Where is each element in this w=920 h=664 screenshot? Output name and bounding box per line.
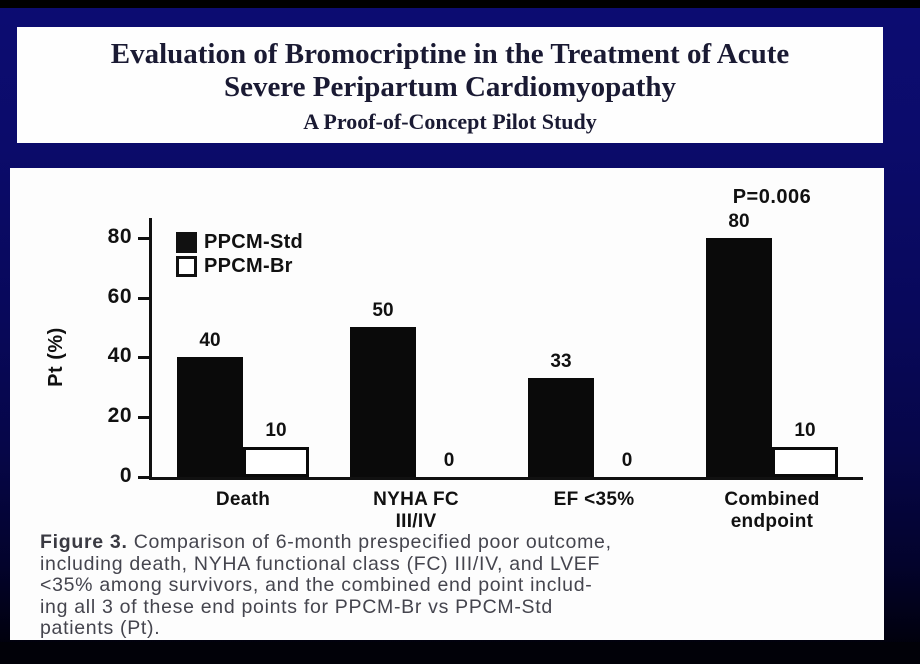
p-value-annotation: P=0.006 — [732, 186, 812, 208]
legend-item-ppcm-std: PPCM-Std — [176, 230, 303, 254]
y-tick-label: 60 — [107, 284, 132, 308]
y-tick-label: 0 — [119, 464, 132, 487]
caption-line-3: <35% among survivors, and the combined e… — [40, 574, 593, 596]
slide-title-line1: Evaluation of Bromocriptine in the Treat… — [110, 38, 790, 70]
title-panel: Evaluation of Bromocriptine in the Treat… — [17, 27, 883, 143]
x-category-label: NYHA FC III/IV — [373, 489, 459, 532]
bar-ppcm-std-1 — [177, 357, 243, 477]
bar-ppcm-std-4 — [706, 238, 772, 477]
caption-line-2: including death, NYHA functional class (… — [40, 552, 601, 575]
bar-value-label: 33 — [550, 351, 572, 372]
caption-line-1-text: Comparison of 6-month prespecified poor … — [133, 531, 612, 553]
legend-label-ppcm-br: PPCM-Br — [204, 254, 293, 277]
bar-value-label: 80 — [728, 211, 750, 232]
bar-chart: Pt (%) P=0.006 PPCM-Std PPCM-Br 0 20 40 60 8… — [10, 168, 884, 532]
y-tick-label: 20 — [107, 404, 132, 428]
figure-label: Figure 3. — [40, 531, 128, 553]
bar-value-label: 50 — [372, 300, 394, 321]
y-tick-mark — [138, 356, 150, 360]
caption-line-4: ing all 3 of these end points for PPCM-B… — [40, 595, 553, 618]
slide-subtitle: A Proof-of-Concept Pilot Study — [303, 109, 597, 134]
chart-legend: PPCM-Std PPCM-Br — [176, 230, 303, 278]
x-axis-line — [149, 477, 863, 480]
bar-ppcm-br-1 — [243, 447, 309, 477]
slide-title-line2: Severe Peripartum Cardiomyopathy — [223, 71, 677, 103]
bottom-black-bar — [0, 642, 920, 664]
y-tick-mark — [138, 416, 150, 420]
bar-ppcm-std-2 — [350, 327, 416, 477]
bar-ppcm-std-3 — [528, 378, 594, 477]
caption-line-5: patients (Pt). — [40, 617, 161, 639]
y-axis-label: Pt (%) — [45, 327, 67, 387]
bar-value-label: 10 — [265, 420, 287, 441]
figure-panel: Pt (%) P=0.006 PPCM-Std PPCM-Br 0 20 40 60 8… — [10, 168, 884, 640]
y-tick-mark — [138, 296, 150, 300]
caption-line-1: Figure 3. Comparison of 6-month prespeci… — [40, 531, 868, 554]
y-tick-mark — [138, 476, 150, 479]
x-category-label: Combined endpoint — [724, 489, 820, 532]
bar-value-label: 0 — [621, 450, 633, 471]
figure-caption: Figure 3. Comparison of 6-month prespeci… — [40, 531, 868, 640]
bar-ppcm-br-4 — [772, 447, 838, 477]
y-tick-label: 80 — [107, 224, 132, 248]
legend-swatch-filled-icon — [176, 231, 197, 253]
bar-value-label: 0 — [443, 450, 455, 471]
bar-value-label: 10 — [794, 420, 816, 441]
bar-value-label: 40 — [199, 330, 221, 351]
y-tick-label: 40 — [107, 344, 132, 368]
x-category-label: EF <35% — [553, 489, 635, 510]
x-category-label: Death — [215, 489, 271, 510]
legend-item-ppcm-br: PPCM-Br — [176, 254, 303, 278]
top-black-bar — [0, 0, 920, 8]
legend-swatch-open-icon — [176, 255, 197, 277]
legend-label-ppcm-std: PPCM-Std — [204, 230, 304, 253]
y-tick-mark — [138, 236, 150, 240]
y-axis-line — [149, 218, 152, 480]
